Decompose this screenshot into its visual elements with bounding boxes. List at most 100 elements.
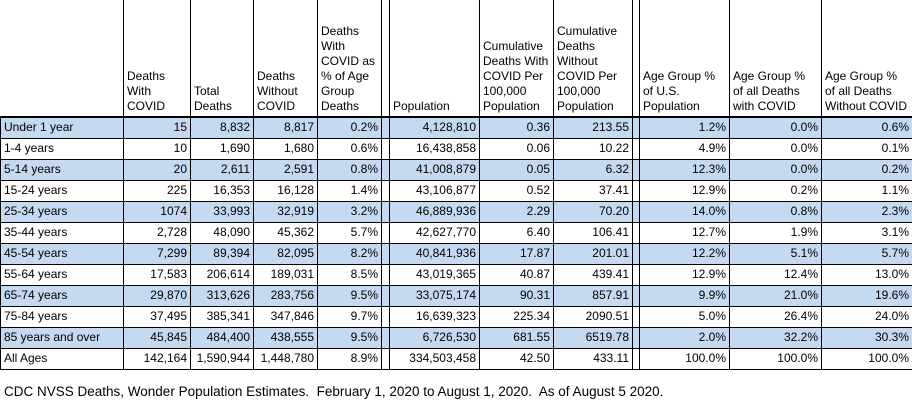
cell-spacer-2	[632, 284, 640, 307]
cell-spacer-1	[381, 200, 390, 223]
cell-deaths-without-covid: 438,555	[253, 326, 318, 349]
cell-spacer-1	[381, 305, 390, 328]
table-row: 65-74 years 29,870 313,626 283,756 9.5% 33,07…	[0, 284, 912, 307]
header-cell-population: Population	[389, 0, 480, 118]
cell-deaths-without-covid: 283,756	[253, 284, 318, 307]
cell-total-deaths: 1,690	[190, 137, 254, 160]
cell-spacer-1	[381, 263, 390, 286]
table-header-row: Deaths With COVID Total Deaths Deaths With…	[0, 0, 912, 118]
cell-age-group-pct-of-us-population: 1.2%	[639, 116, 730, 139]
cell-spacer-2	[632, 137, 640, 160]
cell-cumulative-deaths-without-covid-per-100000-population: 106.41	[553, 221, 633, 244]
cell-cumulative-deaths-without-covid-per-100000-population: 6.32	[553, 158, 633, 181]
cell-deaths-with-covid-pct-of-age-group-deaths: 9.7%	[317, 305, 382, 328]
cell-age-group: 55-64 years	[0, 263, 124, 286]
cell-age-group-pct-of-all-deaths-with-covid: 0.0%	[729, 158, 822, 181]
cell-population: 334,503,458	[389, 347, 480, 370]
cell-deaths-without-covid: 16,128	[253, 179, 318, 202]
cell-age-group-pct-of-us-population: 14.0%	[639, 200, 730, 223]
source-note: CDC NVSS Deaths, Wonder Population Estim…	[4, 384, 664, 399]
cell-age-group-pct-of-us-population: 2.0%	[639, 326, 730, 349]
cell-age-group-pct-of-all-deaths-with-covid: 0.8%	[729, 200, 822, 223]
cell-spacer-1	[381, 179, 390, 202]
cell-population: 40,841,936	[389, 242, 480, 265]
cell-deaths-without-covid: 45,362	[253, 221, 318, 244]
cell-deaths-without-covid: 82,095	[253, 242, 318, 265]
header-cell-total-deaths: Total Deaths	[190, 0, 254, 118]
cell-deaths-with-covid-pct-of-age-group-deaths: 8.2%	[317, 242, 382, 265]
cell-age-group: Under 1 year	[0, 116, 124, 139]
cell-population: 16,438,858	[389, 137, 480, 160]
cell-age-group-pct-of-us-population: 12.3%	[639, 158, 730, 181]
cell-spacer-2	[632, 200, 640, 223]
cell-deaths-with-covid-pct-of-age-group-deaths: 8.5%	[317, 263, 382, 286]
cell-spacer-2	[632, 179, 640, 202]
cell-deaths-without-covid: 347,846	[253, 305, 318, 328]
cell-age-group-pct-of-all-deaths-without-covid: 0.6%	[821, 116, 912, 139]
cell-age-group-pct-of-us-population: 12.9%	[639, 263, 730, 286]
cell-cumulative-deaths-with-covid-per-100000-population: 17.87	[479, 242, 554, 265]
cell-population: 42,627,770	[389, 221, 480, 244]
cell-deaths-with-covid: 15	[123, 116, 191, 139]
cell-deaths-with-covid: 10	[123, 137, 191, 160]
cell-spacer-2	[632, 116, 640, 139]
cell-age-group-pct-of-us-population: 12.7%	[639, 221, 730, 244]
cell-total-deaths: 1,590,944	[190, 347, 254, 370]
cell-deaths-without-covid: 1,680	[253, 137, 318, 160]
cell-spacer-1	[381, 137, 390, 160]
cell-population: 46,889,936	[389, 200, 480, 223]
cell-age-group: 35-44 years	[0, 221, 124, 244]
cell-total-deaths: 2,611	[190, 158, 254, 181]
cell-total-deaths: 89,394	[190, 242, 254, 265]
cell-cumulative-deaths-with-covid-per-100000-population: 40.87	[479, 263, 554, 286]
cell-population: 43,106,877	[389, 179, 480, 202]
cell-age-group-pct-of-all-deaths-without-covid: 0.2%	[821, 158, 912, 181]
cell-age-group: 45-54 years	[0, 242, 124, 265]
cell-cumulative-deaths-with-covid-per-100000-population: 0.36	[479, 116, 554, 139]
cell-total-deaths: 16,353	[190, 179, 254, 202]
cell-cumulative-deaths-without-covid-per-100000-population: 10.22	[553, 137, 633, 160]
cell-population: 4,128,810	[389, 116, 480, 139]
cell-deaths-with-covid: 225	[123, 179, 191, 202]
cell-deaths-without-covid: 2,591	[253, 158, 318, 181]
cell-age-group-pct-of-all-deaths-with-covid: 32.2%	[729, 326, 822, 349]
cell-deaths-with-covid-pct-of-age-group-deaths: 8.9%	[317, 347, 382, 370]
header-cell-cumulative-deaths-without-covid-per-100000-population: Cumulative Deaths Without COVID Per 100,…	[553, 0, 633, 118]
cell-deaths-with-covid: 142,164	[123, 347, 191, 370]
cell-spacer-1	[381, 284, 390, 307]
cell-cumulative-deaths-without-covid-per-100000-population: 439.41	[553, 263, 633, 286]
cell-deaths-without-covid: 1,448,780	[253, 347, 318, 370]
cell-age-group-pct-of-all-deaths-with-covid: 5.1%	[729, 242, 822, 265]
header-cell-spacer-1	[381, 0, 390, 118]
cell-deaths-with-covid: 7,299	[123, 242, 191, 265]
cell-population: 33,075,174	[389, 284, 480, 307]
cell-spacer-1	[381, 242, 390, 265]
cell-age-group-pct-of-all-deaths-without-covid: 1.1%	[821, 179, 912, 202]
cell-age-group-pct-of-all-deaths-with-covid: 26.4%	[729, 305, 822, 328]
cell-age-group-pct-of-all-deaths-with-covid: 0.0%	[729, 137, 822, 160]
header-cell-deaths-with-covid-pct-of-age-group-deaths: Deaths With COVID as % of Age Group Deat…	[317, 0, 382, 118]
cell-age-group-pct-of-all-deaths-without-covid: 19.6%	[821, 284, 912, 307]
cell-age-group: 15-24 years	[0, 179, 124, 202]
cell-age-group-pct-of-all-deaths-with-covid: 0.0%	[729, 116, 822, 139]
cell-deaths-with-covid: 2,728	[123, 221, 191, 244]
cell-age-group-pct-of-us-population: 5.0%	[639, 305, 730, 328]
cell-cumulative-deaths-without-covid-per-100000-population: 37.41	[553, 179, 633, 202]
cell-deaths-without-covid: 189,031	[253, 263, 318, 286]
cell-age-group-pct-of-us-population: 12.2%	[639, 242, 730, 265]
cell-total-deaths: 385,341	[190, 305, 254, 328]
cell-spacer-1	[381, 326, 390, 349]
cell-age-group-pct-of-all-deaths-with-covid: 1.9%	[729, 221, 822, 244]
header-cell-age-group-pct-of-all-deaths-without-covid: Age Group % of all Deaths Without COVID	[821, 0, 912, 118]
cell-age-group: 25-34 years	[0, 200, 124, 223]
cell-age-group: 5-14 years	[0, 158, 124, 181]
table-row: Under 1 year 15 8,832 8,817 0.2% 4,128,810 0.3…	[0, 116, 912, 139]
cell-cumulative-deaths-with-covid-per-100000-population: 0.05	[479, 158, 554, 181]
cell-total-deaths: 484,400	[190, 326, 254, 349]
cell-age-group-pct-of-us-population: 9.9%	[639, 284, 730, 307]
cell-spacer-2	[632, 347, 640, 370]
cell-age-group-pct-of-all-deaths-without-covid: 0.1%	[821, 137, 912, 160]
cell-deaths-with-covid: 37,495	[123, 305, 191, 328]
cell-population: 41,008,879	[389, 158, 480, 181]
